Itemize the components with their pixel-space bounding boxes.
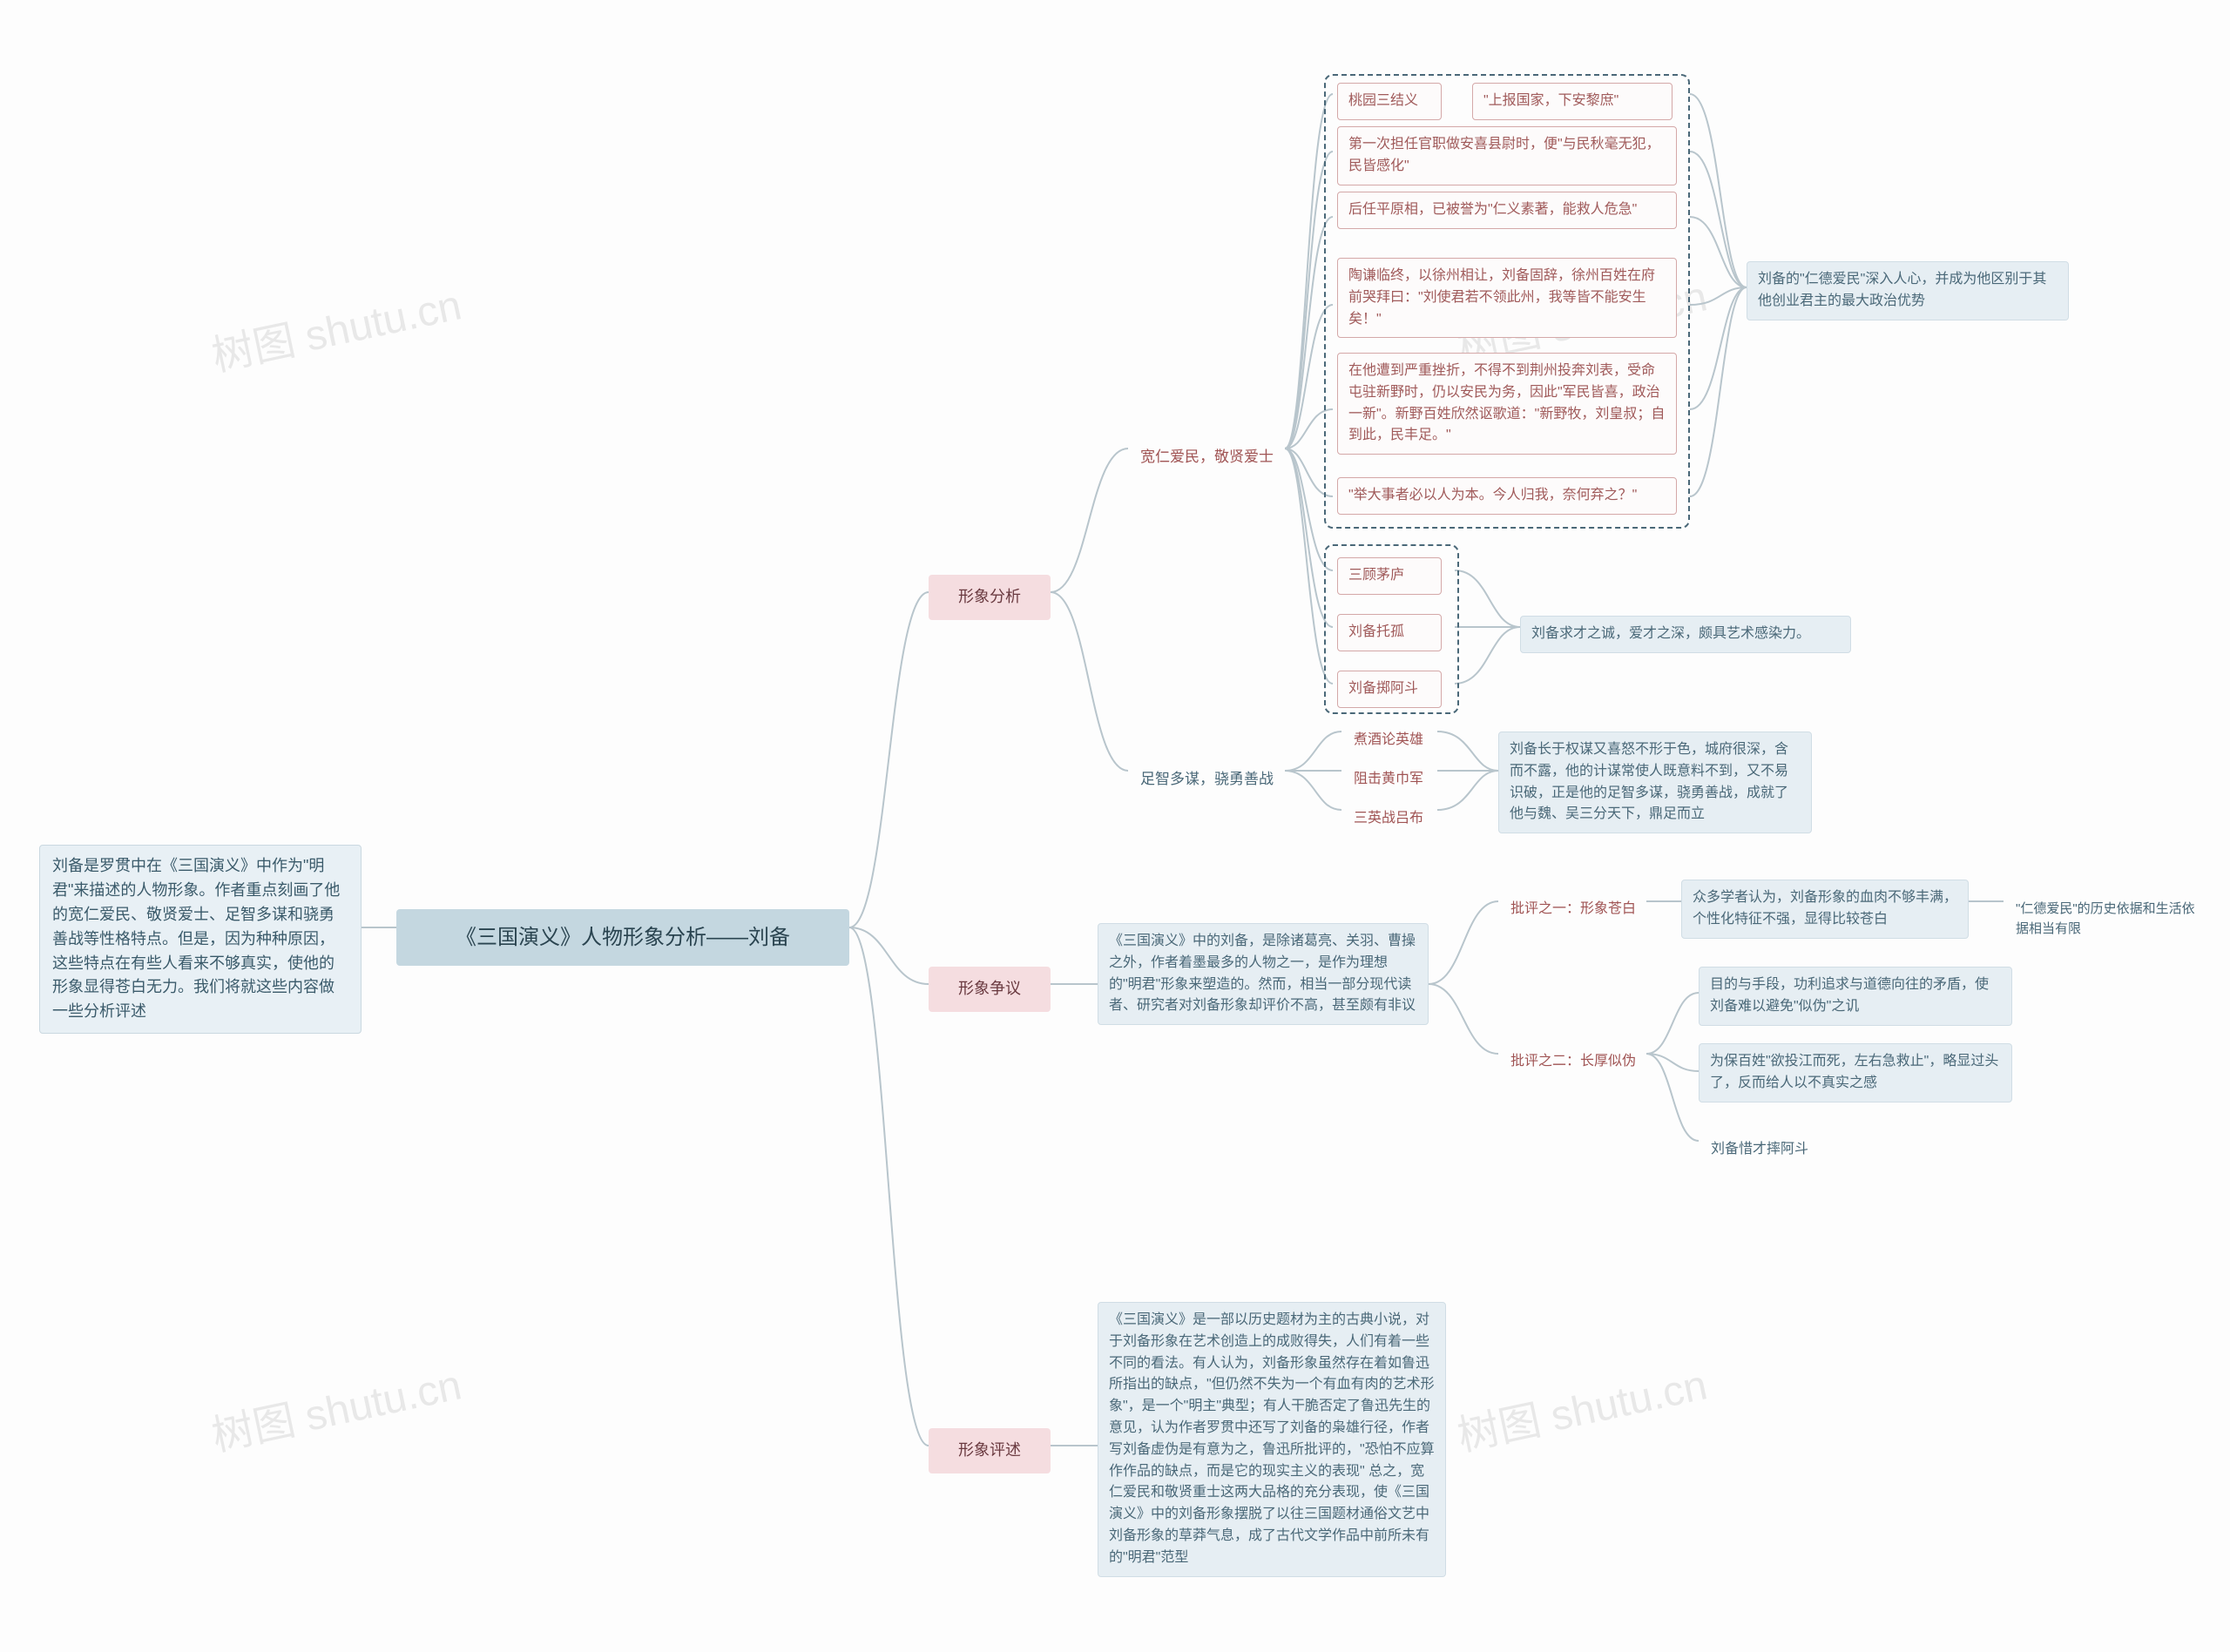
g1-node-3: 后任平原相，已被誉为"仁义素著，能救人危急" xyxy=(1337,192,1677,229)
crit2-c: 刘备惜才摔阿斗 xyxy=(1699,1130,1821,1170)
g3-note: 刘备长于权谋又喜怒不形于色，城府很深，含而不露，他的计谋常使人既意料不到，又不易… xyxy=(1498,732,1812,833)
section-analysis: 形象分析 xyxy=(929,575,1051,620)
crit2-label: 批评之二：长厚似伪 xyxy=(1498,1042,1648,1082)
crit1-a: 众多学者认为，刘备形象的血肉不够丰满，个性化特征不强，显得比较苍白 xyxy=(1681,880,1969,939)
review-text: 《三国演义》是一部以历史题材为主的古典小说，对于刘备形象在艺术创造上的成败得失，… xyxy=(1098,1302,1446,1577)
watermark: 树图 shutu.cn xyxy=(1451,1351,1712,1463)
g2-node-3: 刘备掷阿斗 xyxy=(1337,671,1442,708)
section-review: 形象评述 xyxy=(929,1428,1051,1473)
g1-note: 刘备的"仁德爱民"深入人心，并成为他区别于其他创业君主的最大政治优势 xyxy=(1747,261,2069,320)
g1-node-1b: "上报国家，下安黎庶" xyxy=(1472,83,1672,120)
g1-node-5: 在他遭到严重挫折，不得不到荆州投奔刘表，受命屯驻新野时，仍以安民为务，因此"军民… xyxy=(1337,353,1677,455)
watermark: 树图 shutu.cn xyxy=(206,1351,466,1463)
watermark: 树图 shutu.cn xyxy=(206,271,466,383)
g2-note: 刘备求才之诚，爱才之深，颇具艺术感染力。 xyxy=(1520,616,1851,653)
g2-node-2: 刘备托孤 xyxy=(1337,614,1442,651)
crit1-label: 批评之一：形象苍白 xyxy=(1498,890,1648,929)
crit2-b: 为保百姓"欲投江而死，左右急救止"，略显过头了，反而给人以不真实之感 xyxy=(1699,1043,2012,1102)
g2-node-1: 三顾茅庐 xyxy=(1337,557,1442,595)
g3-node-3: 三英战吕布 xyxy=(1341,799,1436,839)
dispute-intro: 《三国演义》中的刘备，是除诸葛亮、关羽、曹操之外，作者着墨最多的人物之一，是作为… xyxy=(1098,923,1429,1025)
intro-text: 刘备是罗贯中在《三国演义》中作为"明君"来描述的人物形象。作者重点刻画了他的宽仁… xyxy=(39,845,362,1034)
g1-node-4: 陶谦临终，以徐州相让，刘备固辞，徐州百姓在府前哭拜曰："刘使君若不领此州，我等皆… xyxy=(1337,258,1677,338)
crit2-a: 目的与手段，功利追求与道德向往的矛盾，使刘备难以避免"似伪"之讥 xyxy=(1699,967,2012,1026)
g3-node-1: 煮酒论英雄 xyxy=(1341,721,1436,760)
root-title: 《三国演义》人物形象分析——刘备 xyxy=(396,909,849,966)
branch-benevolence: 宽仁爱民，敬贤爱士 xyxy=(1128,437,1286,477)
section-dispute: 形象争议 xyxy=(929,967,1051,1012)
g3-node-2: 阻击黄巾军 xyxy=(1341,760,1436,799)
g1-node-1a: 桃园三结义 xyxy=(1337,83,1442,120)
g1-node-2: 第一次担任官职做安喜县尉时，便"与民秋毫无犯，民皆感化" xyxy=(1337,126,1677,185)
branch-wisdom: 足智多谋，骁勇善战 xyxy=(1128,759,1286,799)
crit1-b: "仁德爱民"的历史依据和生活依据相当有限 xyxy=(2004,890,2213,948)
g1-node-6: "举大事者必以人为本。今人归我，奈何弃之？" xyxy=(1337,477,1677,515)
